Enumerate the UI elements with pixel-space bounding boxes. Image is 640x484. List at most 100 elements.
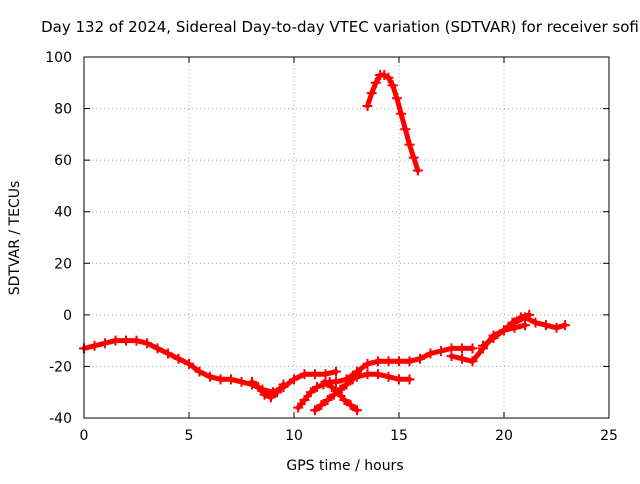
data-point: [383, 371, 394, 382]
data-point: [467, 343, 478, 354]
data-point: [383, 356, 394, 367]
x-tick-label: 20: [495, 428, 513, 444]
data-point: [391, 93, 402, 104]
data-point: [253, 382, 264, 393]
data-point: [524, 309, 535, 320]
y-tick-label: 80: [54, 102, 72, 118]
data-point: [530, 317, 541, 328]
data-point: [289, 374, 299, 385]
axis-ticks: 0 5 10 15 20 25 -40 -20 0 20 40 60 80 100: [45, 50, 618, 444]
series-dip-near-9h: [247, 376, 289, 403]
x-tick-label: 10: [285, 428, 303, 444]
data-point: [541, 320, 551, 331]
data-point: [362, 358, 373, 369]
data-point: [205, 371, 215, 382]
data-point: [305, 387, 316, 398]
data-point: [394, 356, 404, 367]
data-point: [362, 100, 373, 111]
data-point: [425, 348, 436, 359]
data-points: [79, 70, 570, 416]
y-tick-label: 100: [45, 50, 72, 66]
data-point: [316, 400, 327, 411]
data-point: [412, 165, 423, 176]
grid-lines: [84, 57, 609, 418]
data-point: [415, 353, 425, 364]
x-tick-label: 15: [390, 428, 408, 444]
data-point: [163, 348, 173, 359]
series-arc-10h-start: [293, 369, 415, 413]
data-point: [408, 152, 419, 163]
data-point: [499, 325, 509, 336]
data-point: [333, 387, 344, 398]
y-tick-label: -20: [49, 359, 72, 375]
data-point: [278, 379, 289, 390]
data-point: [142, 338, 152, 349]
data-point: [121, 335, 131, 346]
y-tick-label: -40: [49, 411, 72, 427]
data-point: [310, 369, 320, 380]
data-point: [559, 320, 570, 331]
data-point: [352, 405, 362, 416]
data-point: [152, 343, 163, 354]
data-point: [373, 369, 383, 380]
data-point: [383, 72, 394, 83]
y-tick-label: 20: [54, 256, 72, 272]
data-point: [236, 376, 247, 387]
data-point: [312, 382, 323, 393]
data-point: [457, 343, 467, 354]
data-point: [310, 405, 320, 416]
data-point: [272, 387, 283, 398]
data-point: [100, 338, 110, 349]
data-point: [89, 340, 100, 351]
data-point: [457, 353, 467, 364]
series-rising-arc: [341, 343, 478, 385]
data-point: [478, 340, 488, 351]
x-tick-label: 0: [80, 428, 89, 444]
data-point: [467, 356, 478, 367]
y-tick-label: 0: [63, 308, 72, 324]
data-point: [341, 374, 352, 385]
data-point: [299, 369, 310, 380]
data-point: [404, 374, 415, 385]
plot-frame: [83, 56, 610, 419]
series-arc-11h-cross: [320, 376, 362, 416]
series-band: [501, 312, 532, 333]
data-point: [488, 333, 499, 344]
data-point: [373, 356, 383, 367]
data-point: [184, 358, 194, 369]
data-point: [215, 374, 226, 385]
data-point: [226, 374, 236, 385]
data-point: [551, 322, 562, 333]
data-point: [131, 335, 142, 346]
data-point: [293, 402, 304, 413]
data-point: [259, 389, 270, 400]
data-point: [110, 335, 121, 346]
x-tick-label: 25: [600, 428, 618, 444]
series-band: [480, 314, 568, 349]
data-point: [400, 124, 411, 135]
data-point: [404, 356, 415, 367]
data-point: [366, 88, 377, 99]
series-late-arc-c: [499, 309, 535, 336]
data-point: [326, 382, 337, 393]
data-point: [446, 351, 457, 362]
data-point: [265, 392, 276, 403]
data-point: [345, 400, 356, 411]
y-tick-label: 60: [54, 153, 72, 169]
data-point: [352, 366, 362, 377]
data-point: [387, 80, 398, 91]
data-point: [339, 394, 350, 405]
data-point: [436, 345, 446, 356]
y-axis-label: SDTVAR / TECUs: [7, 181, 23, 296]
series-band: [81, 338, 339, 395]
data-point: [331, 366, 341, 377]
x-tick-label: 5: [185, 428, 194, 444]
data-point: [299, 394, 310, 405]
data-point: [247, 376, 257, 387]
data-point: [331, 376, 341, 387]
x-axis-label: GPS time / hours: [286, 458, 403, 474]
data-point: [194, 366, 205, 377]
data-point: [370, 77, 381, 88]
